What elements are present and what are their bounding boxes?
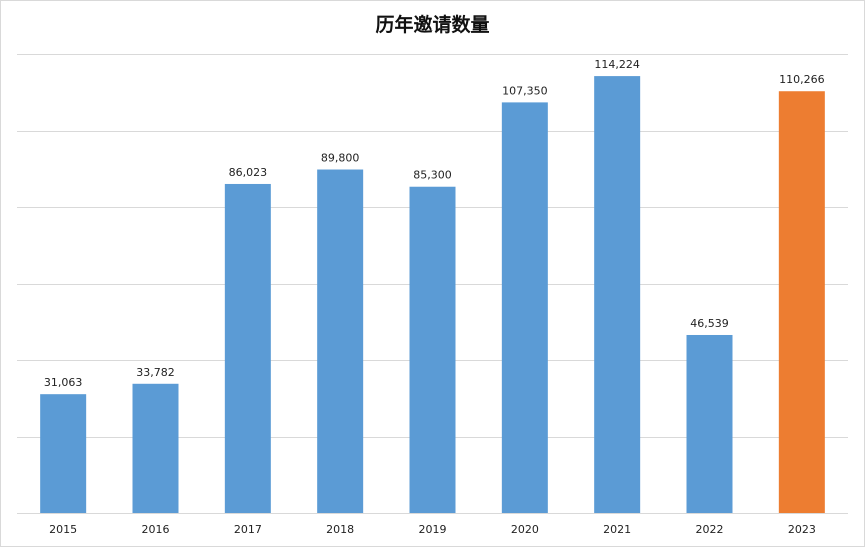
data-label: 86,023: [229, 166, 268, 179]
x-tick-label: 2021: [603, 523, 631, 536]
data-label: 33,782: [136, 366, 175, 379]
data-label: 85,300: [413, 169, 452, 182]
x-tick-label: 2022: [696, 523, 724, 536]
x-tick-label: 2016: [142, 523, 170, 536]
chart-title: 历年邀请数量: [375, 14, 490, 36]
bar: [132, 383, 179, 513]
x-tick-label: 2017: [234, 523, 262, 536]
bar: [594, 76, 641, 513]
data-label: 110,266: [779, 73, 825, 86]
data-label: 107,350: [502, 84, 548, 97]
x-tick-label: 2015: [49, 523, 77, 536]
bar: [501, 102, 548, 513]
bar: [686, 334, 733, 513]
x-tick-label: 2019: [419, 523, 447, 536]
data-label: 31,063: [44, 376, 83, 389]
data-label: 114,224: [594, 58, 640, 71]
bar: [409, 186, 456, 514]
bar: [317, 169, 364, 513]
x-tick-label: 2018: [326, 523, 354, 536]
bar: [224, 183, 271, 513]
data-label: 46,539: [690, 317, 729, 330]
x-tick-label: 2020: [511, 523, 539, 536]
bar: [40, 394, 87, 513]
x-tick-label: 2023: [788, 523, 816, 536]
bar: [778, 91, 825, 514]
data-label: 89,800: [321, 152, 360, 165]
